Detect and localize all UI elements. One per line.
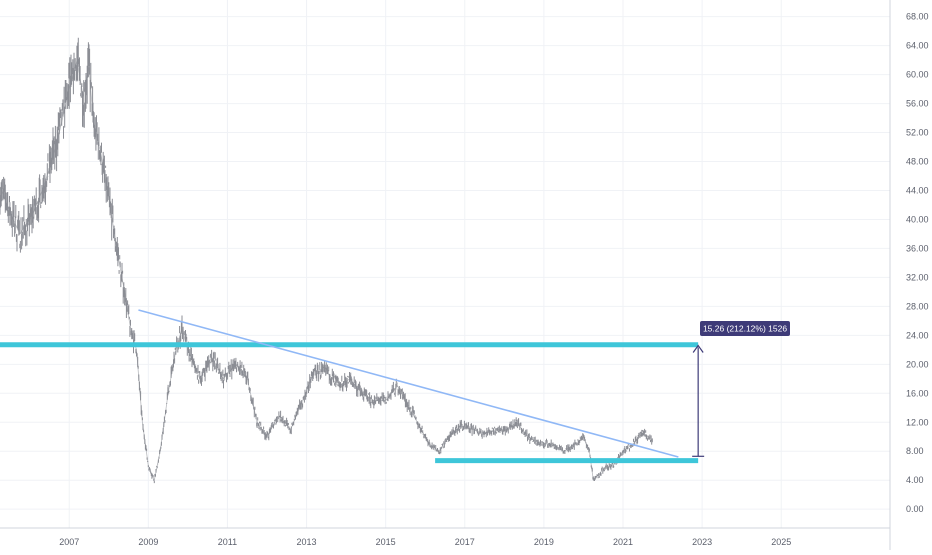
y-tick-label: 24.00 [906, 330, 929, 340]
y-tick-label: 52.00 [906, 128, 929, 138]
x-tick-label: 2019 [534, 537, 554, 547]
x-tick-label: 2023 [692, 537, 712, 547]
x-tick-label: 2021 [613, 537, 633, 547]
x-tick-label: 2013 [297, 537, 317, 547]
x-tick-label: 2009 [138, 537, 158, 547]
trend-line[interactable] [138, 309, 679, 458]
y-tick-label: 64.00 [906, 41, 929, 51]
y-tick-label: 40.00 [906, 214, 929, 224]
price-line [0, 59, 653, 482]
x-tick-label: 2025 [771, 537, 791, 547]
x-tick-label: 2011 [218, 537, 237, 547]
y-tick-label: 32.00 [906, 272, 929, 282]
x-tick-label: 2007 [59, 537, 79, 547]
y-tick-label: 68.00 [906, 12, 929, 22]
measure-label: 15.26 (212.12%) 1526 [703, 324, 787, 334]
y-tick-label: 28.00 [906, 301, 929, 311]
y-tick-label: 20.00 [906, 359, 929, 369]
y-tick-label: 48.00 [906, 157, 929, 167]
measure-arrow-icon [692, 344, 704, 353]
y-tick-label: 4.00 [906, 475, 924, 485]
price-bars [0, 37, 653, 484]
drawings[interactable]: 15.26 (212.12%) 1526 [0, 309, 790, 464]
y-tick-label: 60.00 [906, 70, 929, 80]
x-tick-label: 2017 [455, 537, 475, 547]
y-tick-label: 56.00 [906, 99, 929, 109]
y-tick-label: 44.00 [906, 185, 929, 195]
y-tick-label: 36.00 [906, 243, 929, 253]
price-series [0, 37, 653, 484]
y-tick-label: 12.00 [906, 417, 929, 427]
y-tick-label: 8.00 [906, 446, 924, 456]
y-tick-label: 0.00 [906, 504, 924, 514]
measure-label-box [700, 321, 790, 336]
grid [0, 0, 890, 528]
x-tick-label: 2015 [376, 537, 396, 547]
y-tick-label: 16.00 [906, 388, 929, 398]
